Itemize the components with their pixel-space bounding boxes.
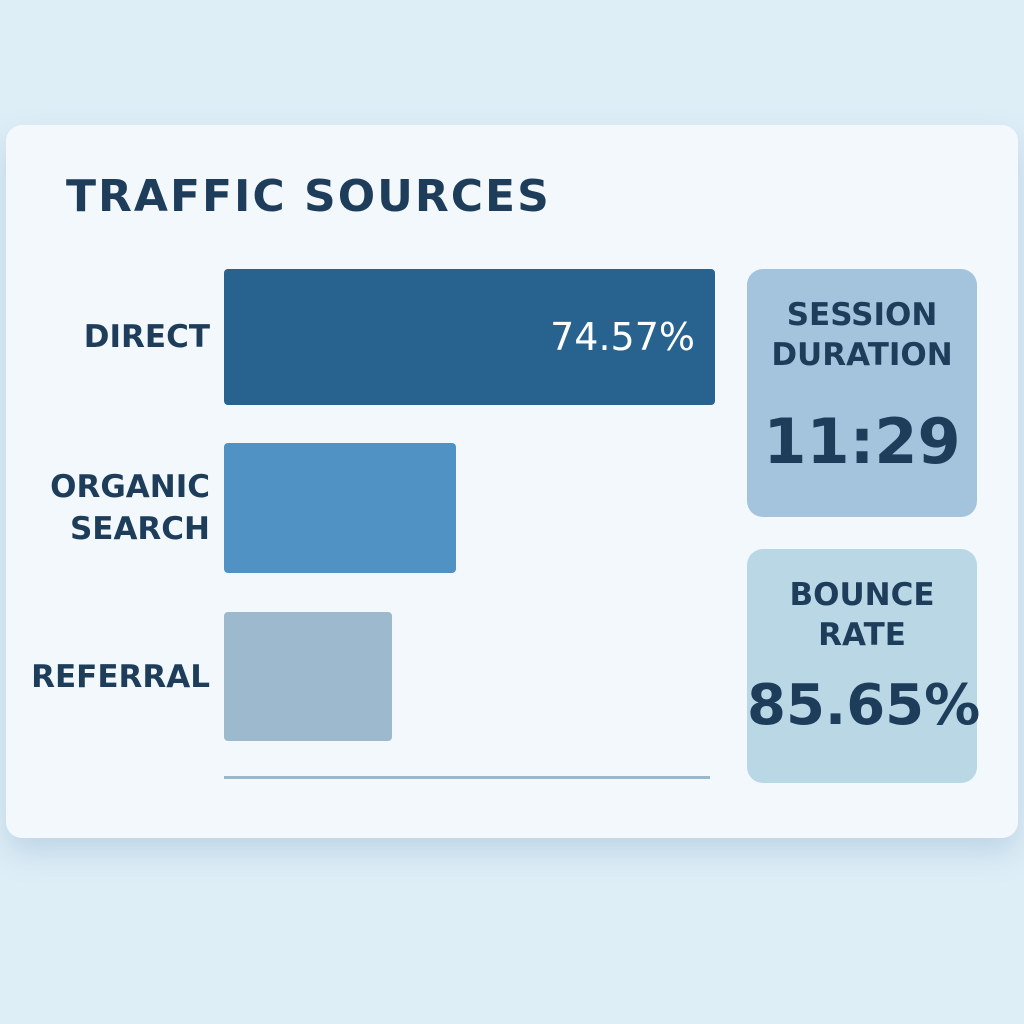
kpi-value: 85.65%: [747, 673, 981, 738]
category-label: DIRECT: [83, 319, 210, 355]
card: TRAFFIC SOURCES DIRECT 74.57% ORGANIC SEAR…: [6, 125, 1018, 838]
kpi-card: SESSION DURATION 11:29: [747, 269, 977, 517]
kpi-value: 11:29: [763, 405, 961, 478]
kpi-label: BOUNCE RATE: [789, 577, 935, 653]
category-label: ORGANIC SEARCH: [50, 469, 210, 547]
kpi-card: BOUNCE RATE 85.65%: [747, 549, 981, 783]
axis-line: [224, 776, 710, 779]
bar: 74.57%: [224, 269, 715, 405]
value-label: 74.57%: [550, 315, 695, 359]
bar: [224, 443, 456, 573]
kpi-label: SESSION DURATION: [771, 297, 953, 373]
chart-title: TRAFFIC SOURCES: [66, 171, 551, 222]
category-label: REFERRAL: [31, 658, 210, 695]
bar: [224, 612, 392, 741]
